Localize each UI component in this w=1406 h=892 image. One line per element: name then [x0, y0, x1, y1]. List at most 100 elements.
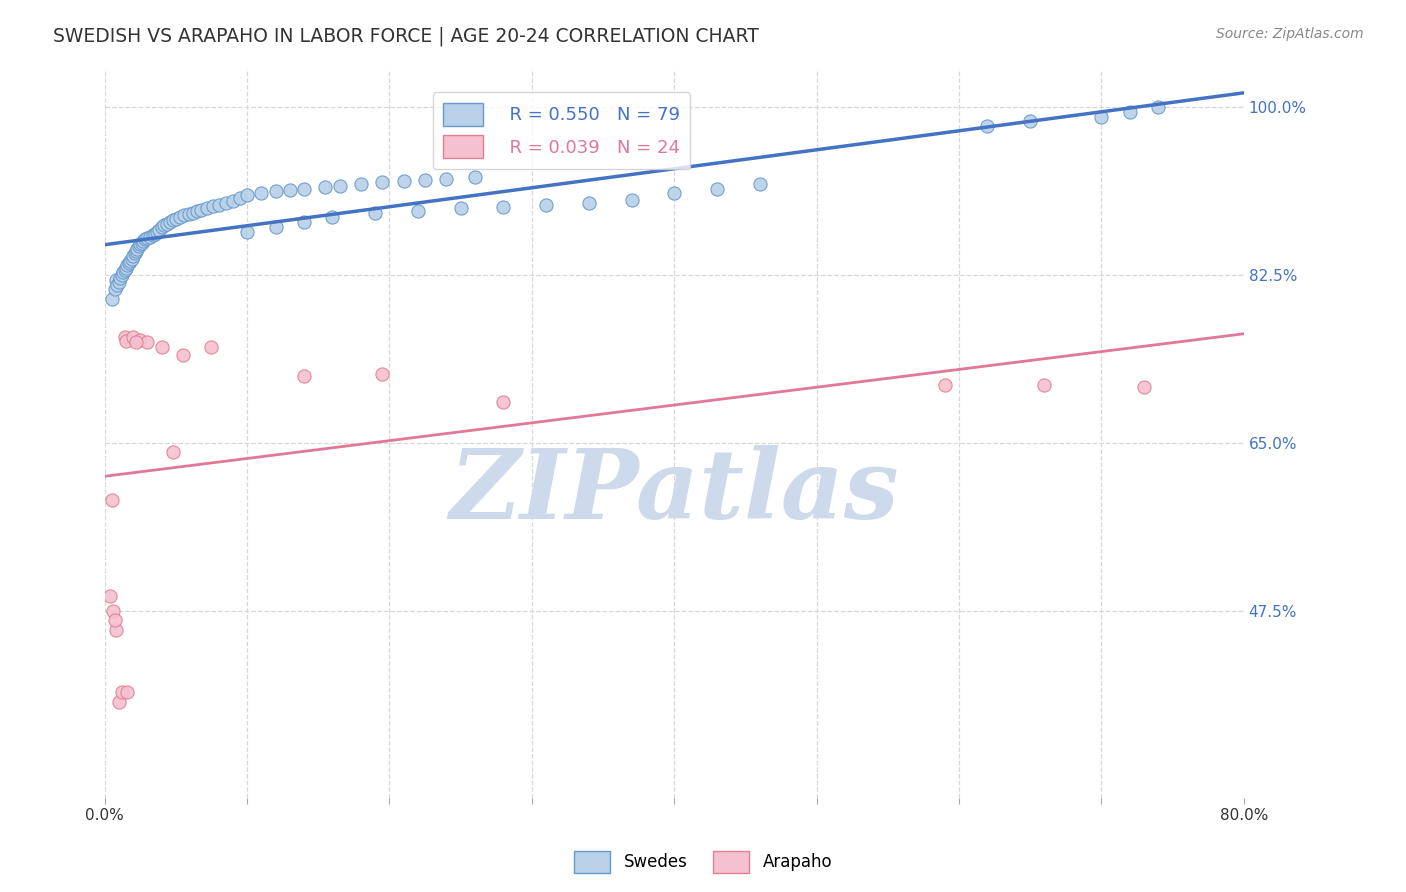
Point	[392, 174, 415, 188]
Point	[1119, 104, 1142, 119]
Point	[156, 217, 179, 231]
Point	[129, 237, 152, 252]
Point	[101, 292, 124, 306]
Point	[139, 229, 162, 244]
Point	[146, 225, 169, 239]
Point	[150, 340, 173, 354]
Legend:   R = 0.550   N = 79,   R = 0.039   N = 24: R = 0.550 N = 79, R = 0.039 N = 24	[433, 92, 690, 169]
Point	[934, 378, 956, 392]
Point	[98, 590, 121, 604]
Point	[115, 334, 138, 348]
Point	[492, 200, 515, 214]
Text: ZIPatlas: ZIPatlas	[450, 444, 898, 539]
Point	[195, 201, 218, 215]
Point	[169, 211, 191, 225]
Point	[143, 227, 166, 241]
Point	[1033, 378, 1056, 392]
Point	[264, 219, 287, 234]
Point	[104, 282, 127, 296]
Point	[664, 186, 686, 201]
Point	[215, 195, 238, 210]
Point	[105, 623, 128, 637]
Text: SWEDISH VS ARAPAHO IN LABOR FORCE | AGE 20-24 CORRELATION CHART: SWEDISH VS ARAPAHO IN LABOR FORCE | AGE …	[53, 27, 759, 46]
Point	[620, 193, 643, 207]
Point	[177, 207, 200, 221]
Point	[129, 333, 152, 347]
Point	[492, 394, 515, 409]
Point	[107, 277, 129, 292]
Point	[1090, 110, 1112, 124]
Point	[112, 265, 135, 279]
Point	[124, 245, 146, 260]
Point	[153, 218, 176, 232]
Point	[207, 198, 229, 212]
Point	[200, 340, 222, 354]
Point	[706, 181, 728, 195]
Point	[350, 177, 373, 191]
Point	[321, 211, 343, 225]
Point	[201, 199, 224, 213]
Point	[134, 232, 156, 246]
Point	[117, 258, 139, 272]
Point	[125, 335, 148, 350]
Point	[111, 685, 134, 699]
Point	[121, 252, 143, 266]
Point	[329, 178, 352, 193]
Point	[1133, 380, 1156, 394]
Point	[122, 330, 145, 344]
Point	[131, 236, 153, 251]
Point	[101, 493, 124, 508]
Point	[278, 183, 301, 197]
Point	[264, 185, 287, 199]
Point	[236, 188, 259, 202]
Point	[314, 179, 336, 194]
Point	[292, 181, 315, 195]
Point	[132, 235, 155, 249]
Point	[186, 203, 208, 218]
Point	[450, 201, 472, 215]
Point	[108, 695, 131, 709]
Point	[292, 368, 315, 383]
Point	[976, 119, 998, 133]
Point	[292, 215, 315, 229]
Point	[578, 195, 600, 210]
Point	[108, 275, 131, 289]
Legend: Swedes, Arapaho: Swedes, Arapaho	[567, 845, 839, 880]
Point	[172, 348, 194, 362]
Point	[114, 263, 136, 277]
Point	[115, 261, 138, 276]
Point	[136, 335, 159, 350]
Point	[413, 173, 436, 187]
Point	[159, 215, 181, 229]
Point	[173, 208, 195, 222]
Point	[111, 268, 134, 282]
Point	[142, 227, 165, 242]
Point	[162, 445, 184, 459]
Point	[181, 205, 204, 219]
Point	[236, 225, 259, 239]
Point	[150, 219, 173, 234]
Point	[103, 604, 125, 618]
Point	[1147, 100, 1170, 114]
Point	[436, 172, 458, 186]
Point	[114, 330, 136, 344]
Point	[118, 256, 141, 270]
Point	[162, 213, 184, 227]
Point	[122, 249, 145, 263]
Point	[127, 242, 149, 256]
Point	[464, 169, 486, 184]
Point	[222, 194, 245, 208]
Point	[190, 202, 212, 217]
Point	[105, 273, 128, 287]
Point	[364, 205, 387, 219]
Point	[125, 244, 148, 258]
Point	[1019, 114, 1042, 128]
Point	[128, 239, 150, 253]
Point	[371, 367, 394, 381]
Point	[136, 231, 159, 245]
Point	[165, 212, 187, 227]
Point	[534, 198, 557, 212]
Point	[250, 186, 273, 201]
Point	[117, 685, 139, 699]
Point	[229, 191, 252, 205]
